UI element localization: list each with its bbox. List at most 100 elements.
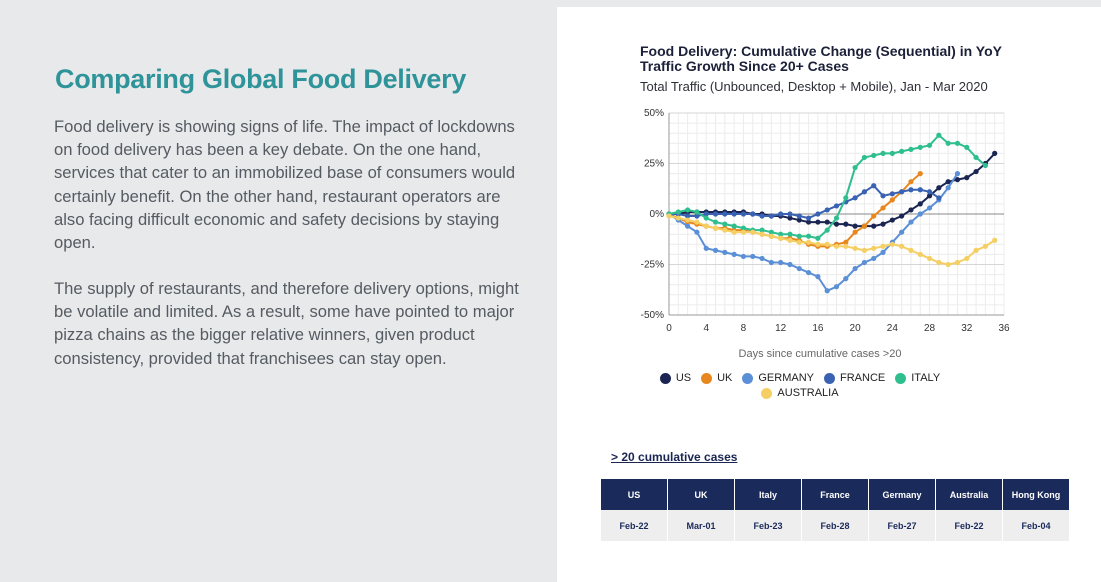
data-point-australia — [945, 261, 951, 268]
data-point-france — [703, 211, 709, 217]
data-point-france — [908, 187, 914, 193]
data-point-us — [926, 193, 933, 199]
data-point-germany — [843, 276, 849, 282]
data-point-germany — [750, 253, 756, 260]
data-point-italy — [703, 215, 709, 221]
data-point-australia — [694, 219, 700, 225]
data-point-italy — [712, 219, 719, 225]
data-point-australia — [982, 243, 988, 249]
data-point-us — [787, 215, 793, 221]
data-point-france — [824, 207, 830, 213]
x-tick-label: 36 — [998, 323, 1010, 334]
table-header: France — [801, 479, 869, 510]
data-point-italy — [954, 140, 961, 146]
data-point-france — [750, 211, 756, 217]
table-cell: Feb-23 — [734, 510, 802, 541]
data-point-australia — [917, 251, 923, 257]
data-point-australia — [852, 245, 858, 251]
table-cell: Feb-04 — [1002, 510, 1070, 541]
legend-row-1: US UK GERMANY FRANCE ITALY — [630, 372, 970, 384]
data-point-germany — [954, 171, 961, 177]
data-point-us — [964, 175, 970, 181]
data-point-australia — [992, 237, 998, 243]
data-point-us — [815, 219, 821, 225]
data-point-us — [899, 213, 905, 219]
data-point-italy — [805, 233, 812, 239]
data-point-germany — [917, 211, 923, 217]
table-cell: Feb-28 — [801, 510, 869, 541]
data-point-france — [778, 211, 784, 217]
legend-marker-italy — [895, 372, 907, 384]
legend-label-australia: AUSTRALIA — [777, 387, 839, 399]
data-point-australia — [973, 247, 979, 253]
data-point-germany — [899, 229, 905, 235]
data-point-germany — [824, 288, 830, 294]
y-tick-label: 25% — [644, 159, 664, 170]
data-point-italy — [982, 162, 988, 169]
data-point-australia — [899, 243, 905, 249]
data-point-germany — [740, 253, 747, 260]
data-point-italy — [973, 154, 979, 161]
data-point-france — [833, 203, 840, 209]
data-point-us — [871, 223, 877, 229]
data-point-australia — [722, 227, 728, 233]
x-tick-label: 20 — [850, 323, 862, 334]
table-header: Germany — [868, 479, 936, 510]
paragraph-2: The supply of restaurants, and therefore… — [54, 279, 519, 368]
table-cell: Feb-22 — [601, 510, 668, 541]
y-tick-label: 50% — [644, 108, 664, 119]
data-point-italy — [824, 227, 830, 233]
data-point-germany — [712, 247, 719, 253]
x-axis-label: Days since cumulative cases >20 — [738, 348, 902, 360]
chart-title: Food Delivery: Cumulative Change (Sequen… — [640, 43, 1002, 74]
data-point-germany — [694, 229, 700, 235]
data-point-us — [945, 179, 951, 185]
data-point-uk — [843, 239, 849, 245]
data-point-australia — [685, 217, 691, 223]
x-tick-label: 16 — [812, 323, 824, 334]
data-point-italy — [871, 152, 877, 159]
legend-label-us: US — [675, 372, 692, 384]
data-point-france — [899, 189, 905, 195]
legend-label-uk: UK — [717, 372, 733, 384]
series-line-germany — [668, 173, 959, 293]
data-point-germany — [815, 274, 821, 280]
legend-marker-australia — [761, 387, 773, 399]
x-tick-label: 0 — [666, 323, 672, 334]
data-point-us — [936, 185, 942, 191]
legend-marker-us — [659, 372, 671, 384]
data-point-uk — [880, 205, 886, 211]
data-point-australia — [843, 243, 849, 249]
data-point-france — [740, 211, 747, 217]
chart-legend: US UK GERMANY FRANCE ITALY AUSTRALIA — [630, 372, 970, 402]
legend-item-germany: GERMANY — [742, 372, 814, 384]
data-point-italy — [722, 221, 728, 227]
x-tick-label: 32 — [961, 323, 973, 334]
data-point-australia — [666, 213, 672, 219]
data-point-germany — [722, 249, 728, 255]
data-point-france — [805, 215, 812, 221]
data-point-us — [917, 201, 923, 207]
cumulative-cases-link[interactable]: > 20 cumulative cases — [611, 450, 738, 464]
data-point-france — [685, 213, 691, 219]
legend-item-france: FRANCE — [824, 372, 885, 384]
data-point-australia — [880, 243, 886, 249]
data-point-france — [759, 213, 765, 219]
data-point-italy — [731, 223, 737, 229]
legend-item-italy: ITALY — [895, 372, 940, 384]
data-point-italy — [768, 229, 774, 235]
table-row: Feb-22 Mar-01 Feb-23 Feb-28 Feb-27 Feb-2… — [601, 510, 1070, 541]
data-point-italy — [936, 132, 942, 138]
data-point-italy — [880, 150, 886, 156]
data-point-australia — [712, 225, 719, 231]
legend-label-france: FRANCE — [840, 372, 886, 384]
data-point-uk — [861, 223, 868, 229]
data-point-australia — [954, 259, 961, 266]
data-point-australia — [796, 239, 802, 245]
data-point-germany — [805, 269, 812, 276]
data-point-australia — [833, 243, 840, 249]
data-point-italy — [926, 142, 933, 148]
data-point-australia — [805, 239, 812, 245]
data-point-australia — [759, 231, 765, 237]
data-point-australia — [824, 241, 830, 247]
